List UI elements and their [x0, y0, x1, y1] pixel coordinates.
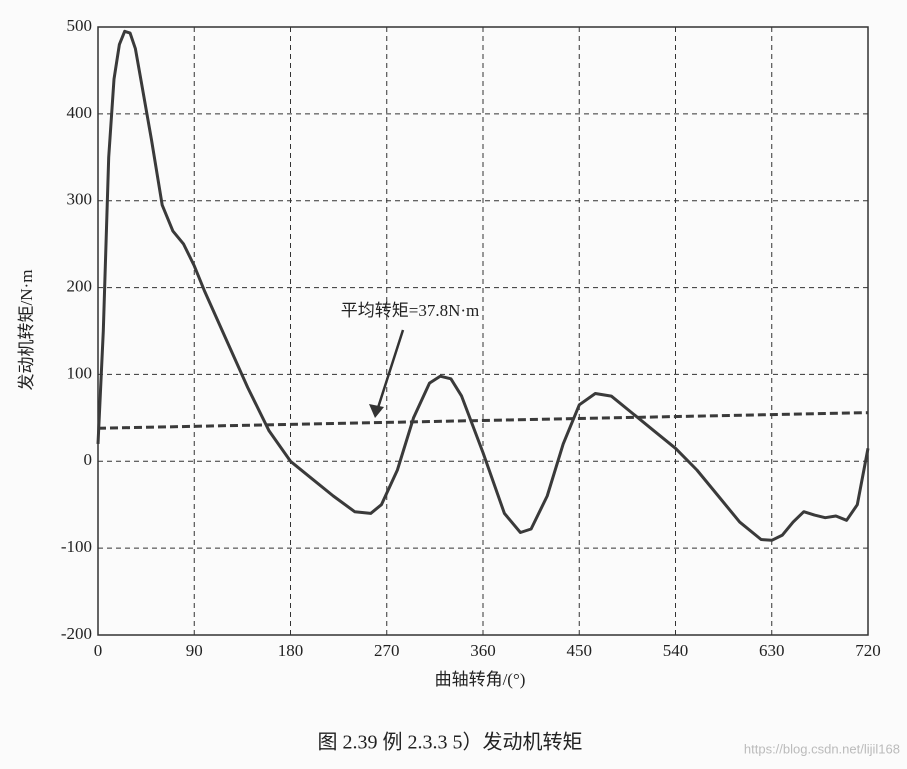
caption: 图 2.39 例 2.3.3 5）发动机转矩	[318, 731, 583, 754]
watermark: https://blog.csdn.net/lijil168	[744, 741, 900, 756]
y-tick-label: -100	[61, 537, 92, 556]
annotation: 平均转矩=37.8N·m	[341, 301, 480, 320]
x-tick-label: 360	[470, 641, 496, 660]
plot-frame	[97, 26, 869, 636]
y-tick-label: 300	[67, 190, 93, 209]
x-tick-label: 450	[567, 641, 593, 660]
torque-line	[96, 29, 870, 542]
y-axis-label: 发动机转矩/N·m	[17, 270, 36, 391]
x-tick-label: 720	[855, 641, 881, 660]
y-tick-label: 0	[84, 450, 93, 469]
y-tick-label: -200	[61, 624, 92, 643]
x-tick-label: 630	[759, 641, 785, 660]
average-line	[97, 411, 869, 430]
y-tick-label: 100	[67, 363, 93, 382]
x-tick-label: 270	[374, 641, 400, 660]
x-tick-label: 180	[278, 641, 304, 660]
y-tick-label: 400	[67, 103, 93, 122]
x-tick-label: 90	[186, 641, 203, 660]
arrow-head	[369, 404, 384, 418]
x-tick-label: 0	[94, 641, 103, 660]
y-tick-label: 200	[67, 276, 93, 295]
annotation-arrow	[374, 329, 405, 415]
x-tick-label: 540	[663, 641, 689, 660]
y-tick-label: 500	[67, 16, 93, 35]
x-axis-label: 曲轴转角/(°)	[435, 670, 526, 689]
